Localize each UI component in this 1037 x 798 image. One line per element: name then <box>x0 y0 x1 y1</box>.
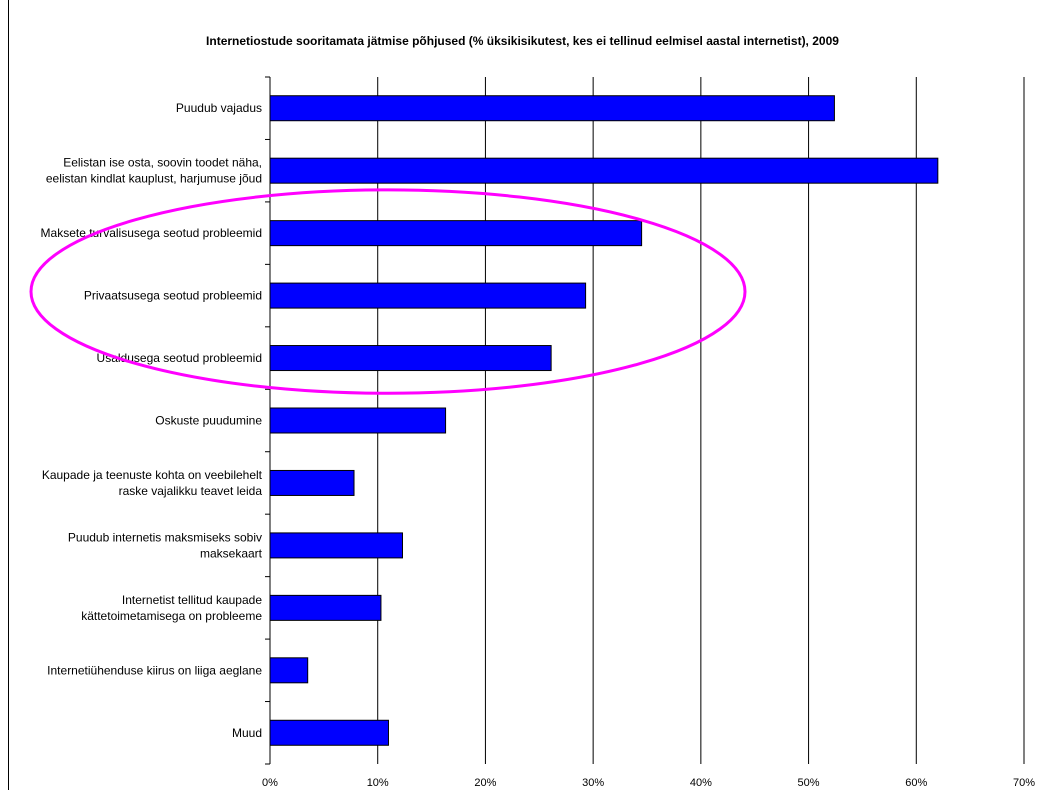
category-label: Internetist tellitud kaupade <box>122 593 262 607</box>
x-tick-label: 30% <box>582 777 604 789</box>
chart-title: Internetiostude sooritamata jätmise põhj… <box>206 34 839 48</box>
bar <box>269 345 552 372</box>
category-label: Usaldusega seotud probleemid <box>97 351 262 365</box>
bar <box>269 157 939 184</box>
category-label: Eelistan ise osta, soovin toodet näha, <box>63 156 262 170</box>
category-label: Puudub vajadus <box>176 101 262 115</box>
x-tick-label: 0% <box>262 777 278 789</box>
x-tick-label: 50% <box>798 777 820 789</box>
bar <box>269 532 403 559</box>
bar <box>269 469 355 496</box>
category-label: maksekaart <box>200 546 263 560</box>
bar <box>269 220 643 247</box>
bar <box>269 719 389 746</box>
x-tick-label: 10% <box>367 777 389 789</box>
x-tick-label: 60% <box>905 777 927 789</box>
category-label: Maksete turvalisusega seotud probleemid <box>41 226 262 240</box>
bar <box>269 407 447 434</box>
bar <box>269 594 382 621</box>
category-label: Internetiühenduse kiirus on liiga aeglan… <box>47 663 262 677</box>
category-label: Privaatsusega seotud probleemid <box>84 289 262 303</box>
chart-frame <box>8 0 1037 790</box>
category-label: Puudub internetis maksmiseks sobiv <box>68 530 262 544</box>
bar <box>269 282 587 309</box>
x-tick-label: 20% <box>474 777 496 789</box>
category-label: kättetoimetamisega on probleeme <box>81 609 262 623</box>
x-tick-label: 40% <box>690 777 712 789</box>
category-label: Oskuste puudumine <box>155 414 262 428</box>
category-label: Kaupade ja teenuste kohta on veebilehelt <box>42 468 263 482</box>
highlight-ellipse <box>29 188 747 395</box>
category-label: raske vajalikku teavet leida <box>119 484 263 498</box>
bar <box>269 95 835 122</box>
category-label: eelistan kindlat kauplust, harjumuse jõu… <box>46 172 262 186</box>
x-tick-label: 70% <box>1013 777 1035 789</box>
category-label: Muud <box>232 726 262 740</box>
bar <box>269 657 309 684</box>
